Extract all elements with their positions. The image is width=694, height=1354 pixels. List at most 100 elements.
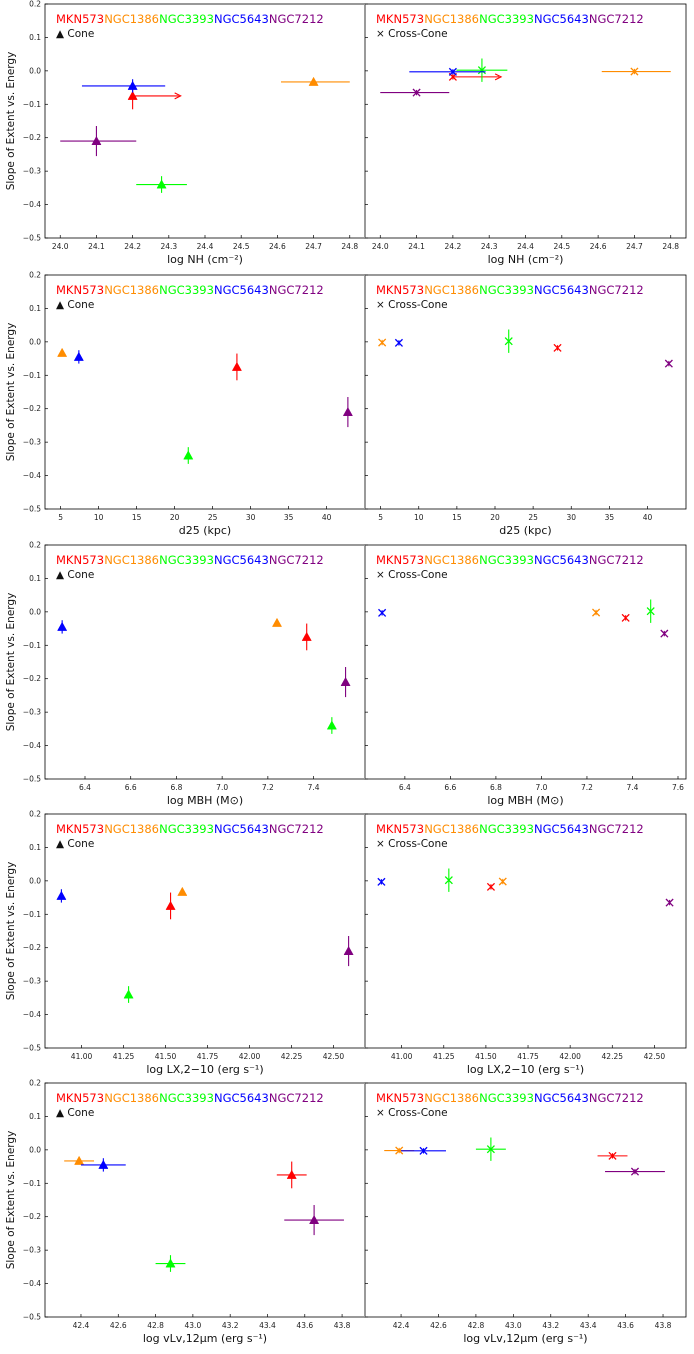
x-tick-label: 25 (208, 513, 218, 522)
x-tick-label: 10 (94, 513, 104, 522)
legend-item-ngc3393: NGC3393 (479, 553, 534, 567)
legend-item-ngc5643: NGC5643 (534, 283, 589, 297)
legend-item-ngc5643: NGC5643 (214, 553, 269, 567)
legend-item-mkn573: MKN573 (376, 1091, 424, 1105)
data-point-ngc7212 (605, 1167, 665, 1176)
x-tick-label: 41.50 (155, 1052, 177, 1061)
legend-item-ngc1386: NGC1386 (104, 1091, 159, 1105)
x-tick-label: 24.7 (305, 242, 322, 251)
x-marker (498, 877, 507, 886)
triangle-marker (123, 989, 134, 999)
data-point-mkn573 (486, 882, 496, 891)
data-point-mkn573 (448, 72, 503, 81)
x-tick-label: 42.00 (559, 1052, 581, 1061)
triangle-marker (342, 406, 353, 416)
triangle-marker (309, 1214, 320, 1224)
x-tick-label: 42.25 (602, 1052, 624, 1061)
x-tick-label: 30 (566, 513, 576, 522)
panel-4-cross: 42.4 42.6 42.8 43.0 43.2 43.4 43.6 43.8 log vLv,… (364, 1082, 687, 1345)
x-tick-label: 24.4 (517, 242, 534, 251)
x-tick-label: 43.8 (655, 1321, 672, 1330)
legend-item-ngc3393: NGC3393 (159, 283, 214, 297)
y-tick-label: 0.0 (29, 607, 41, 616)
x-tick-label: 24.2 (124, 242, 141, 251)
y-tick-label: 0.1 (29, 1112, 41, 1121)
legend-item-ngc3393: NGC3393 (479, 1091, 534, 1105)
triangle-marker (183, 450, 194, 460)
triangle-marker (301, 631, 312, 641)
x-marker (419, 1146, 428, 1155)
x-tick-label: 43.2 (222, 1321, 239, 1330)
x-tick-label: 7.0 (216, 783, 228, 792)
x-marker (553, 343, 562, 352)
data-point-ngc3393 (475, 1137, 506, 1161)
legend-cross-cone-label: × Cross-Cone (376, 838, 448, 850)
legend-item-ngc1386: NGC1386 (424, 283, 479, 297)
arrow-head (494, 73, 503, 81)
x-tick-label: 43.4 (259, 1321, 276, 1330)
legend-item-ngc1386: NGC1386 (424, 822, 479, 836)
x-tick-label: 42.6 (430, 1321, 447, 1330)
data-point-ngc1386 (271, 617, 283, 627)
panel-0-cone: −0.5 −0.4 −0.3 −0.2 −0.1 0.0 0.1 0.2 24.0 24.1 24.… (5, 0, 366, 266)
data-point-ngc7212 (665, 898, 674, 907)
triangle-marker (165, 1258, 176, 1268)
x-tick-label: 40 (643, 513, 653, 522)
legend-item-ngc1386: NGC1386 (104, 283, 159, 297)
y-tick-label: −0.5 (23, 505, 41, 514)
legend-item-ngc5643: NGC5643 (214, 283, 269, 297)
legend-item-ngc5643: NGC5643 (214, 12, 269, 26)
y-tick-label: −0.5 (23, 234, 41, 243)
legend-item-ngc7212: NGC7212 (589, 822, 644, 836)
data-point-ngc7212 (380, 88, 450, 97)
x-tick-label: 7.4 (308, 783, 320, 792)
legend-item-mkn573: MKN573 (376, 553, 424, 567)
x-tick-label: 43.4 (580, 1321, 597, 1330)
y-tick-label: −0.5 (23, 1313, 41, 1322)
x-marker (608, 1151, 617, 1160)
data-point-ngc1386 (498, 877, 507, 886)
y-tick-label: −0.1 (23, 100, 41, 109)
triangle-marker (343, 945, 354, 955)
legend-cone-label: ▲ Cone (56, 569, 94, 581)
x-tick-label: 7.2 (262, 783, 274, 792)
triangle-marker (56, 890, 67, 900)
x-marker (486, 1145, 495, 1154)
data-point-ngc7212 (664, 359, 673, 368)
data-point-ngc7212 (340, 667, 351, 698)
y-tick-label: 0.2 (29, 541, 41, 550)
data-point-mkn573 (597, 1151, 628, 1160)
x-marker (448, 67, 457, 76)
legend-item-mkn573: MKN573 (56, 12, 104, 26)
x-tick-label: 7.4 (627, 783, 639, 792)
data-point-ngc5643 (378, 608, 387, 617)
data-point-ngc1386 (592, 608, 601, 617)
data-point-ngc3393 (504, 329, 513, 353)
x-tick-label: 42.50 (644, 1052, 666, 1061)
legend-cross-cone-label: × Cross-Cone (376, 1107, 448, 1119)
x-tick-label: 24.5 (233, 242, 250, 251)
x-tick-label: 7.0 (535, 783, 547, 792)
x-tick-label: 24.8 (341, 242, 358, 251)
y-tick-label: −0.3 (23, 1246, 41, 1255)
triangle-marker (91, 135, 102, 145)
legend-item-ngc3393: NGC3393 (159, 12, 214, 26)
x-tick-label: 25 (528, 513, 538, 522)
x-marker (621, 613, 630, 622)
data-point-ngc5643 (401, 1146, 446, 1155)
y-tick-label: −0.3 (23, 438, 41, 447)
triangle-marker (57, 347, 68, 357)
x-tick-label: 7.2 (581, 783, 593, 792)
triangle-marker (156, 179, 167, 189)
x-marker (394, 338, 403, 347)
data-point-mkn573 (621, 613, 630, 622)
x-tick-label: 24.0 (52, 242, 69, 251)
x-tick-label: 43.0 (185, 1321, 202, 1330)
x-tick-label: 6.4 (399, 783, 411, 792)
legend-item-ngc7212: NGC7212 (269, 822, 324, 836)
y-tick-label: −0.2 (23, 133, 41, 142)
x-marker (660, 629, 669, 638)
x-axis-label: log NH (cm⁻²) (488, 253, 564, 266)
legend-cone-label: ▲ Cone (56, 28, 94, 40)
